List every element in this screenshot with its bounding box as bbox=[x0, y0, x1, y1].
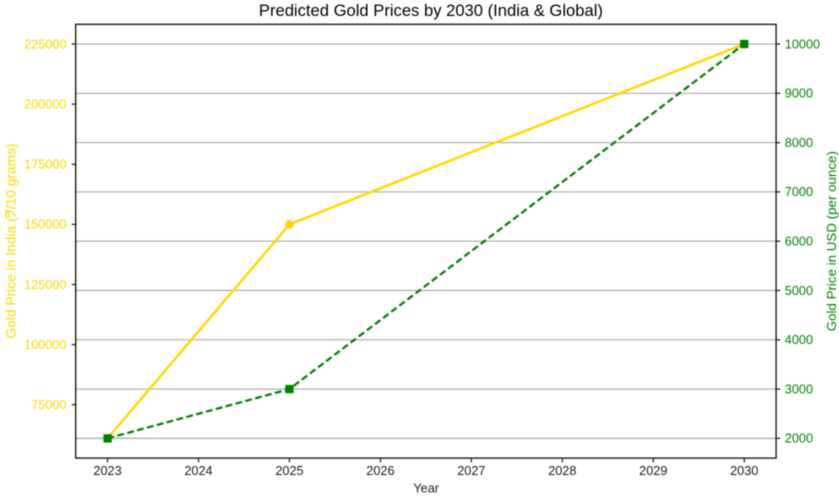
svg-text:Year: Year bbox=[413, 482, 439, 496]
svg-text:2025: 2025 bbox=[275, 464, 303, 478]
svg-text:5000: 5000 bbox=[785, 284, 813, 298]
svg-text:9000: 9000 bbox=[785, 87, 813, 101]
svg-text:175000: 175000 bbox=[24, 158, 66, 172]
svg-text:2028: 2028 bbox=[548, 464, 576, 478]
svg-text:3000: 3000 bbox=[785, 382, 813, 396]
svg-text:2029: 2029 bbox=[639, 464, 667, 478]
svg-text:Gold Price in USD (per ounce): Gold Price in USD (per ounce) bbox=[824, 151, 839, 331]
svg-text:2027: 2027 bbox=[457, 464, 485, 478]
svg-text:150000: 150000 bbox=[24, 218, 66, 232]
svg-text:2026: 2026 bbox=[366, 464, 394, 478]
svg-text:6000: 6000 bbox=[785, 235, 813, 249]
svg-text:Gold Price in India (: Gold Price in India ( bbox=[4, 217, 19, 339]
svg-text:75000: 75000 bbox=[31, 398, 66, 412]
svg-text:8000: 8000 bbox=[785, 136, 813, 150]
svg-text:2000: 2000 bbox=[785, 432, 813, 446]
svg-text:2030: 2030 bbox=[730, 464, 758, 478]
svg-text:125000: 125000 bbox=[24, 278, 66, 292]
svg-text:7000: 7000 bbox=[785, 185, 813, 199]
svg-text:/10 grams): /10 grams) bbox=[4, 143, 19, 209]
svg-text:100000: 100000 bbox=[24, 338, 66, 352]
svg-text:225000: 225000 bbox=[24, 37, 66, 51]
svg-text:2024: 2024 bbox=[184, 464, 212, 478]
svg-text:2023: 2023 bbox=[93, 464, 121, 478]
svg-text:Predicted Gold Prices by 2030: Predicted Gold Prices by 2030 (India & G… bbox=[259, 1, 603, 20]
svg-text:200000: 200000 bbox=[24, 97, 66, 111]
svg-text:4000: 4000 bbox=[785, 333, 813, 347]
svg-text:10000: 10000 bbox=[785, 37, 820, 51]
